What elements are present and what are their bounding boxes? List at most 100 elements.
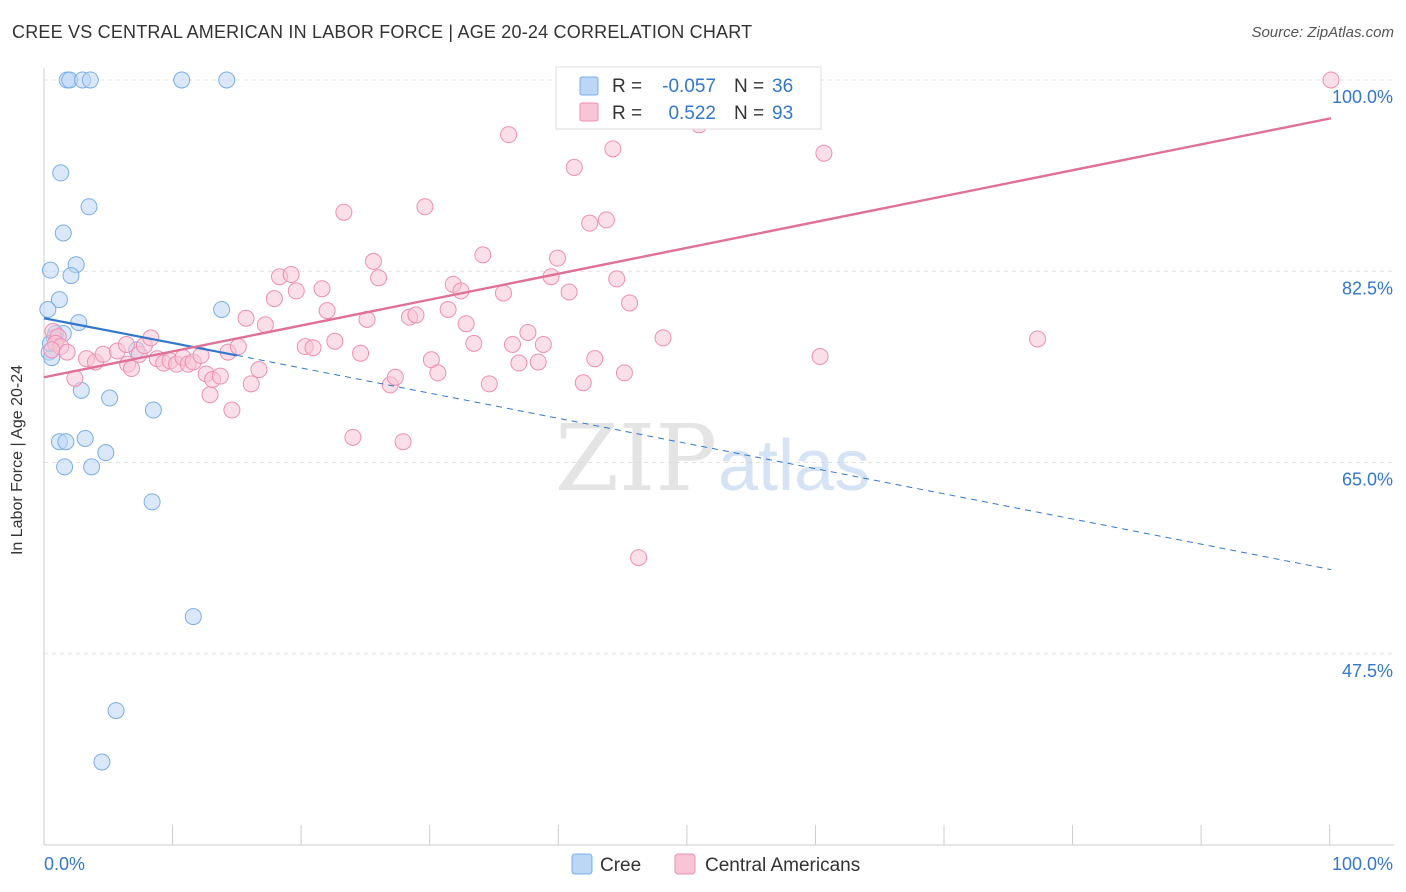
point-central-americans (304, 339, 322, 357)
point-central-americans (394, 433, 412, 451)
point-cree (41, 261, 59, 279)
point-central-americans (237, 309, 255, 327)
point-central-americans (465, 334, 483, 352)
point-central-americans (811, 347, 829, 365)
point-central-americans (534, 335, 552, 353)
point-cree (70, 314, 88, 332)
point-central-americans (344, 428, 362, 446)
point-central-americans (117, 335, 135, 353)
legend-r-value-cree: -0.057 (662, 76, 716, 97)
point-central-americans (201, 386, 219, 404)
point-cree (76, 429, 94, 447)
x-axis-ticks (43, 825, 1331, 845)
watermark-atlas: atlas (718, 426, 870, 506)
point-cree (80, 198, 98, 216)
legend-n-label-central: N = (734, 103, 764, 124)
y-axis-tick-labels: 47.5% 65.0% 82.5% 100.0% (1332, 87, 1393, 681)
point-cree (143, 493, 161, 511)
series-legend: Cree Central Americans (571, 853, 860, 876)
trend-line-cree (43, 317, 238, 357)
y-tick-label: 47.5% (1342, 661, 1393, 681)
point-central-americans (58, 343, 76, 361)
x-tick-label-min: 0.0% (44, 854, 85, 874)
point-central-americans (615, 364, 633, 382)
point-central-americans (123, 360, 141, 378)
point-central-americans (500, 126, 518, 144)
point-central-americans (229, 338, 247, 356)
point-central-americans (654, 329, 672, 347)
y-tick-label: 82.5% (1342, 278, 1393, 298)
point-cree (93, 753, 111, 771)
bottom-legend-label-central: Central Americans (705, 855, 860, 876)
point-central-americans (452, 282, 470, 300)
point-central-americans (416, 198, 434, 216)
point-central-americans (313, 280, 331, 298)
point-central-americans (250, 361, 268, 379)
point-cree (173, 71, 191, 89)
point-central-americans (480, 375, 498, 393)
point-central-americans (370, 269, 388, 287)
point-central-americans (815, 144, 833, 162)
point-cree (81, 71, 99, 89)
point-central-americans (335, 203, 353, 221)
point-central-americans (407, 306, 425, 324)
trend-line-central-americans (43, 117, 1332, 379)
bottom-legend-swatch-central (674, 853, 696, 875)
point-cree (52, 164, 70, 182)
point-cree (184, 608, 202, 626)
point-central-americans (574, 374, 592, 392)
point-central-americans (519, 323, 537, 341)
legend-r-value-central: 0.522 (668, 103, 716, 124)
point-central-americans (352, 344, 370, 362)
point-cree (50, 291, 68, 309)
point-central-americans (326, 332, 344, 350)
point-cree (54, 224, 72, 242)
point-central-americans (586, 350, 604, 368)
point-central-americans (318, 302, 336, 320)
stats-legend-box (555, 66, 822, 130)
point-central-americans (608, 270, 626, 288)
point-cree (107, 702, 125, 720)
point-cree (56, 458, 74, 476)
point-central-americans (1322, 71, 1340, 89)
point-central-americans (604, 140, 622, 158)
legend-swatch-central (579, 102, 599, 122)
point-cree (218, 71, 236, 89)
point-central-americans (597, 211, 615, 229)
y-tick-label: 100.0% (1332, 87, 1393, 107)
point-central-americans (474, 246, 492, 264)
point-central-americans (621, 294, 639, 312)
point-central-americans (560, 283, 578, 301)
point-central-americans (549, 249, 567, 267)
point-central-americans (503, 335, 521, 353)
point-cree (57, 433, 75, 451)
legend-n-value-cree: 36 (772, 76, 793, 97)
series-cree (39, 71, 236, 771)
point-cree (213, 301, 231, 318)
point-cree (97, 444, 115, 462)
source-credit: Source: ZipAtlas.com (1251, 24, 1394, 41)
point-cree (144, 401, 162, 419)
legend-r-label-cree: R = (612, 76, 642, 97)
series-central-americans (43, 71, 1340, 567)
point-cree (62, 267, 80, 285)
point-central-americans (94, 345, 112, 363)
point-central-americans (529, 353, 547, 371)
trend-line-cree-extrapolated (236, 354, 1332, 571)
point-central-americans (242, 375, 260, 393)
point-central-americans (429, 364, 447, 382)
point-central-americans (265, 290, 283, 308)
legend-swatch-cree (579, 76, 599, 96)
point-central-americans (494, 284, 512, 302)
point-central-americans (282, 266, 300, 284)
point-central-americans (386, 368, 404, 386)
point-central-americans (630, 549, 648, 567)
point-central-americans (287, 282, 305, 300)
bottom-legend-label-cree: Cree (600, 855, 641, 876)
y-tick-label: 65.0% (1342, 470, 1393, 490)
point-cree (101, 389, 119, 407)
point-cree (83, 458, 101, 476)
point-central-americans (1029, 330, 1047, 348)
point-central-americans (581, 214, 599, 232)
